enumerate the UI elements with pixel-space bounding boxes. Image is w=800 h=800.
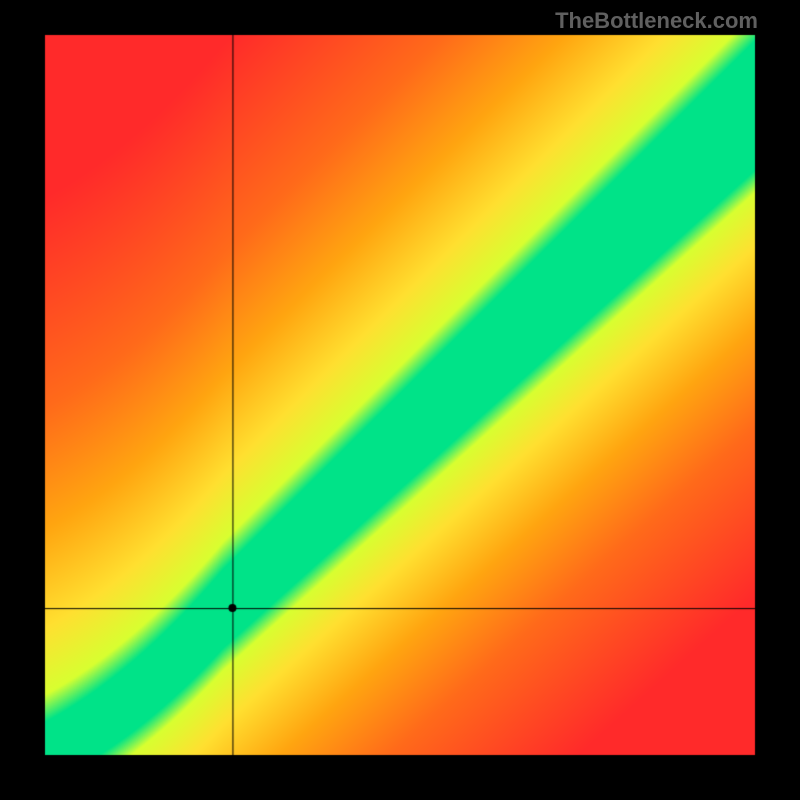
bottleneck-heatmap bbox=[0, 0, 800, 800]
chart-container: TheBottleneck.com bbox=[0, 0, 800, 800]
watermark-text: TheBottleneck.com bbox=[555, 8, 758, 34]
